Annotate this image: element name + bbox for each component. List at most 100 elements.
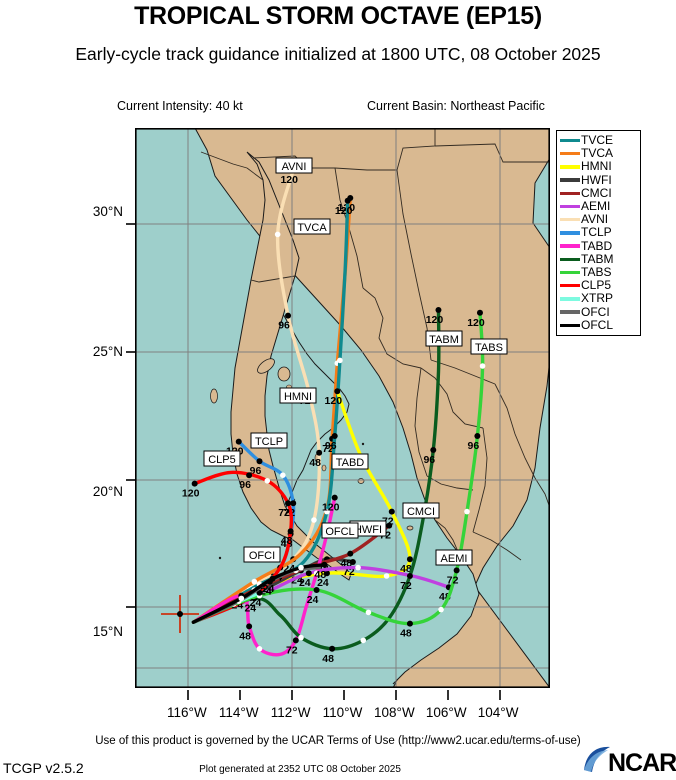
legend-item-hmni[interactable]: HMNI [560, 160, 638, 173]
legend-label: AEMI [581, 199, 611, 214]
forecast-hour-label: 48 [340, 558, 352, 570]
forecast-hour-label: 48 [281, 538, 293, 550]
svg-text:NCAR: NCAR [608, 749, 676, 777]
legend-color-swatch [560, 283, 580, 288]
legend-item-tabs[interactable]: TABS [560, 264, 638, 279]
forecast-hour-marker [406, 556, 413, 563]
forecast-hour-label: 24 [260, 586, 272, 598]
forecast-hour-label: 120 [280, 174, 298, 186]
legend-item-ofcl[interactable]: OFCL [560, 317, 638, 332]
forecast-hour-marker [430, 447, 437, 453]
legend-color-swatch [560, 231, 580, 235]
legend-label: TABS [581, 264, 612, 279]
track-line [191, 308, 441, 651]
legend-item-hwfi[interactable]: HWFI [560, 172, 638, 187]
track-map[interactable]: 2448729612072120961202448721202448724872… [135, 128, 550, 688]
island-dot-1 [361, 442, 365, 446]
legend-item-xtrp[interactable]: XTRP [560, 292, 638, 305]
legend-label: CMCI [581, 185, 612, 200]
legend-item-clp5[interactable]: CLP5 [560, 279, 638, 292]
track-name-label-hwfi: HWFI [349, 520, 387, 537]
model-legend[interactable]: TVCE TVCA HMNI HWFI CMCI AEMI AVNI TCLP TABD TABM… [556, 130, 641, 336]
forecast-hour-label: 96 [239, 479, 251, 491]
track-name-label-clp5: CLP5 [203, 450, 241, 467]
forecast-hour-marker [313, 587, 320, 593]
label-box [470, 338, 508, 355]
track-interval-dot [479, 363, 486, 369]
island-small-3 [321, 464, 327, 472]
ncar-logo-icon: NCAR [584, 746, 676, 777]
label-box [402, 502, 440, 519]
legend-label: HWFI [581, 172, 612, 187]
forecast-hour-label: 24 [317, 577, 329, 589]
forecast-hour-label: 72 [286, 644, 298, 656]
baja-peninsula [230, 151, 352, 581]
forecast-hour-marker [256, 458, 263, 465]
forecast-track-group[interactable]: 2448729612072120961202448721202448724872… [182, 167, 486, 665]
legend-item-tabm[interactable]: TABM [560, 252, 638, 266]
x-tick-label: 114°W [218, 705, 259, 720]
track-interval-dot [264, 478, 271, 484]
legend-item-aemi[interactable]: AEMI [560, 200, 638, 213]
map-canvas[interactable]: 2448729612072120961202448721202448724872… [135, 128, 550, 688]
forecast-hour-marker [321, 561, 328, 568]
legend-label: OFCL [581, 317, 614, 332]
forecast-hour-label: 24 [244, 602, 256, 614]
current-position-marker[interactable] [161, 595, 199, 633]
legend-item-tvca[interactable]: TVCA [560, 147, 638, 160]
forecast-hour-label: 24 [299, 577, 311, 589]
forecast-hour-label: 72 [322, 443, 334, 455]
track-name-label-tabd: TABD [331, 453, 369, 470]
label-box [203, 450, 241, 467]
forecast-hour-label: 120 [322, 502, 340, 514]
legend-color-swatch [560, 152, 580, 156]
forecast-hour-label: 48 [322, 653, 334, 665]
label-box [435, 549, 473, 566]
legend-item-cmci[interactable]: CMCI [560, 185, 638, 200]
label-text: TABS [475, 342, 503, 354]
forecast-hour-marker [235, 438, 242, 445]
track-name-label-tabm: TABM [425, 330, 463, 347]
page-subtitle: Early-cycle track guidance initialized a… [75, 44, 601, 64]
legend-item-tvce[interactable]: TVCE [560, 134, 638, 147]
legend-color-swatch [560, 204, 580, 209]
legend-color-swatch [560, 270, 580, 275]
legend-item-tclp[interactable]: TCLP [560, 226, 638, 239]
track-interval-dot [311, 517, 317, 523]
legend-label: XTRP [581, 291, 614, 306]
legend-color-swatch [560, 297, 580, 301]
plot-generated-text: Plot generated at 2352 UTC 08 October 20… [199, 764, 401, 775]
forecast-hour-marker [331, 494, 338, 501]
track-interval-dot [256, 646, 263, 652]
legend-color-swatch [560, 244, 580, 248]
label-box [243, 546, 281, 563]
legend-label: CLP5 [581, 278, 612, 293]
legend-color-swatch [560, 323, 580, 327]
axis-tickmarks [126, 223, 501, 700]
x-tick-label: 112°W [270, 705, 311, 720]
label-box [425, 330, 463, 347]
legend-color-swatch [560, 191, 580, 196]
forecast-hour-marker [349, 559, 356, 565]
forecast-hour-label: 72 [400, 580, 412, 592]
forecast-hour-marker [191, 480, 198, 487]
forecast-hour-marker [474, 433, 481, 439]
legend-item-ofci[interactable]: OFCI [560, 305, 638, 318]
legend-item-tabd[interactable]: TABD [560, 239, 638, 253]
label-box [250, 432, 288, 449]
forecast-hour-marker [435, 307, 442, 313]
forecast-hour-marker [290, 500, 297, 507]
label-box [331, 453, 369, 470]
legend-color-swatch [560, 138, 580, 143]
x-tick-label: 110°W [322, 705, 363, 720]
forecast-hour-label: 48 [309, 457, 321, 469]
forecast-hour-marker [388, 508, 395, 515]
legend-item-avni[interactable]: AVNI [560, 213, 638, 226]
forecast-hour-marker [453, 567, 460, 574]
forecast-hour-label: 72 [343, 566, 355, 578]
forecast-hour-label: 72 [382, 516, 394, 528]
legend-label: TVCA [581, 146, 614, 161]
label-text: TABM [429, 334, 459, 346]
